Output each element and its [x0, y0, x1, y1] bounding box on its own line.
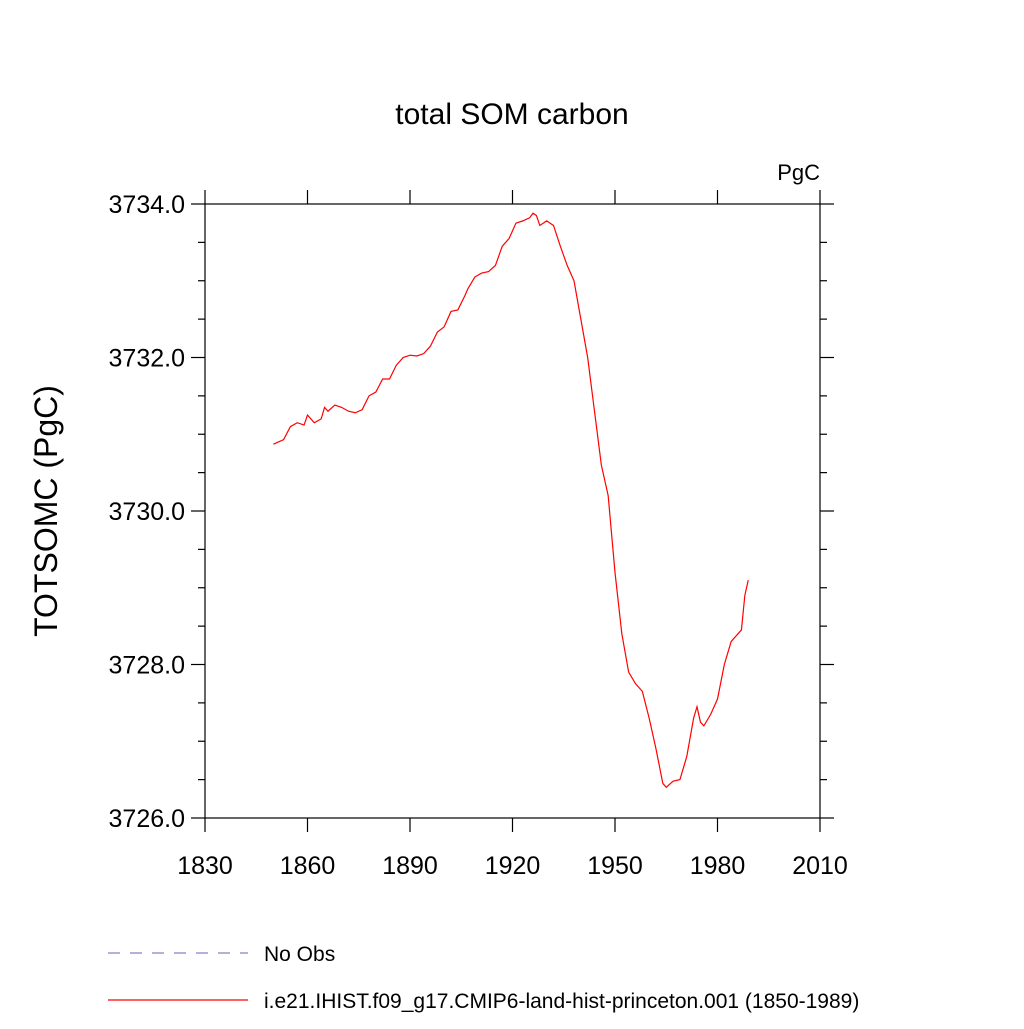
y-tick-label: 3732.0 — [109, 345, 185, 373]
y-tick-label: 3734.0 — [109, 191, 185, 219]
legend-label: No Obs — [264, 943, 335, 966]
x-tick-label: 1890 — [382, 852, 438, 880]
plot-frame — [204, 203, 821, 819]
x-tick-label: 1860 — [280, 852, 336, 880]
x-tick-label: 1980 — [690, 852, 746, 880]
chart-title: total SOM carbon — [395, 98, 628, 131]
data-line — [273, 212, 749, 789]
x-tick-label: 2010 — [792, 852, 848, 880]
legend-label: i.e21.IHIST.f09_g17.CMIP6-land-hist-prin… — [264, 990, 859, 1013]
x-tick-label: 1830 — [177, 852, 233, 880]
y-tick-label: 3730.0 — [109, 498, 185, 526]
units-label: PgC — [777, 160, 820, 185]
y-tick-label: 3728.0 — [109, 652, 185, 680]
y-axis-label: TOTSOMC (PgC) — [28, 385, 64, 637]
y-tick-label: 3726.0 — [109, 805, 185, 833]
x-tick-label: 1950 — [587, 852, 643, 880]
x-tick-label: 1920 — [485, 852, 541, 880]
